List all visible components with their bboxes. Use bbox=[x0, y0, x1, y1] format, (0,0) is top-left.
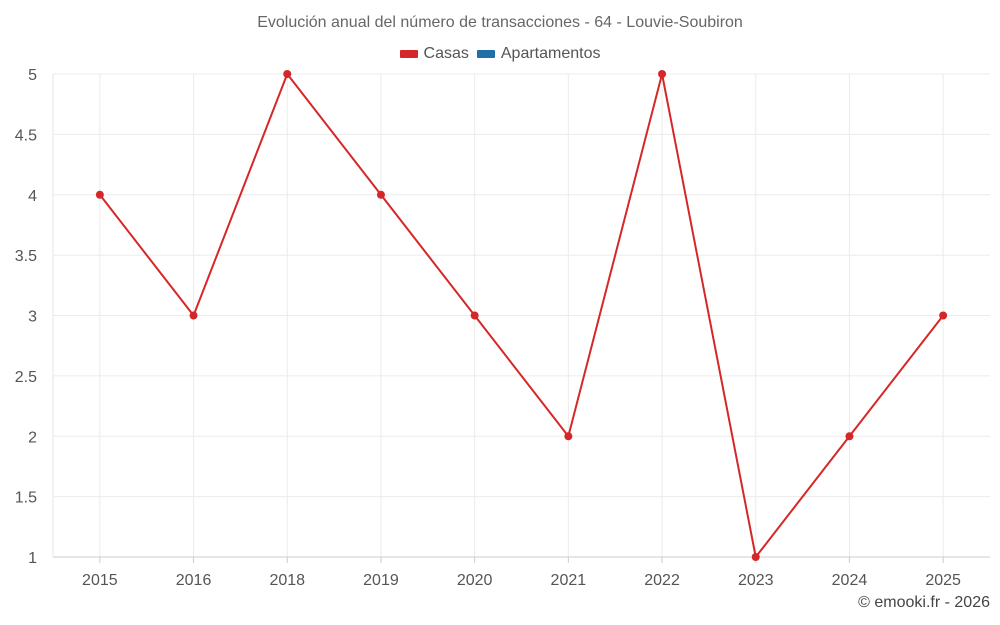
legend-item-casas[interactable]: Casas bbox=[399, 45, 469, 63]
data-point-casas-2020 bbox=[470, 311, 479, 320]
y-tick-label: 2.5 bbox=[15, 369, 37, 386]
x-tick-label: 2022 bbox=[644, 572, 680, 589]
data-point-casas-2023 bbox=[751, 553, 760, 561]
x-tick-label: 2025 bbox=[925, 572, 961, 589]
legend-label-casas: Casas bbox=[423, 45, 469, 62]
y-tick-label: 3 bbox=[28, 309, 37, 326]
data-point-casas-2018 bbox=[283, 70, 292, 78]
data-point-casas-2019 bbox=[376, 190, 385, 199]
x-tick-label: 2019 bbox=[363, 572, 399, 589]
data-point-casas-2021 bbox=[564, 432, 573, 441]
x-tick-label: 2020 bbox=[457, 572, 493, 589]
chart-title: Evolución anual del número de transaccio… bbox=[257, 14, 743, 31]
legend-item-apartamentos[interactable]: Apartamentos bbox=[476, 45, 601, 63]
data-point-casas-2015 bbox=[95, 190, 104, 199]
data-point-casas-2024 bbox=[845, 432, 854, 441]
legend-swatch-apartamentos bbox=[476, 50, 495, 58]
x-tick-label: 2024 bbox=[832, 572, 868, 589]
x-tick-label: 2016 bbox=[176, 572, 212, 589]
x-tick-label: 2018 bbox=[269, 572, 305, 589]
series-line-casas bbox=[99, 73, 944, 558]
data-point-casas-2025 bbox=[939, 311, 948, 320]
y-tick-label: 3.5 bbox=[15, 248, 37, 265]
x-tick-label: 2021 bbox=[551, 572, 587, 589]
y-tick-label: 2 bbox=[28, 429, 37, 446]
data-point-casas-2022 bbox=[658, 70, 667, 78]
x-tick-label: 2015 bbox=[82, 572, 118, 589]
y-tick-label: 1.5 bbox=[15, 490, 37, 507]
y-tick-label: 5 bbox=[28, 67, 37, 84]
y-tick-label: 1 bbox=[28, 550, 37, 567]
legend-label-apartamentos: Apartamentos bbox=[500, 45, 601, 62]
legend: Casas Apartamentos bbox=[0, 45, 1000, 63]
y-tick-label: 4.5 bbox=[15, 127, 37, 144]
data-point-casas-2016 bbox=[189, 311, 198, 320]
x-tick-label: 2023 bbox=[738, 572, 774, 589]
credit-text: © emooki.fr - 2026 bbox=[858, 594, 990, 611]
y-tick-label: 4 bbox=[28, 188, 37, 205]
legend-swatch-casas bbox=[399, 50, 418, 58]
